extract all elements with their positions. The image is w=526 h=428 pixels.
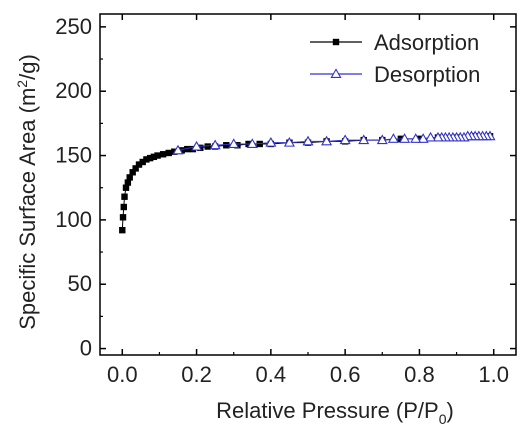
x-axis-title: Relative Pressure (P/P0) bbox=[216, 398, 454, 427]
x-tick-label: 1.0 bbox=[478, 362, 509, 387]
data-point-adsorption bbox=[124, 179, 132, 186]
x-tick-label: 0.2 bbox=[181, 362, 212, 387]
data-point-desorption bbox=[425, 131, 437, 142]
legend: Adsorption Desorption bbox=[310, 30, 480, 87]
x-tick-label: 0.8 bbox=[404, 362, 435, 387]
plot-frame bbox=[99, 13, 517, 356]
data-point-desorption bbox=[417, 133, 429, 143]
data-point-desorption bbox=[432, 131, 444, 142]
data-point-adsorption bbox=[150, 153, 158, 161]
data-point-desorption bbox=[209, 139, 221, 150]
data-point-desorption bbox=[321, 135, 333, 146]
data-point-desorption bbox=[358, 134, 370, 145]
y-tick-label: 50 bbox=[68, 271, 92, 296]
y-axis-title-tail: /g) bbox=[15, 54, 40, 80]
y-tick-label: 100 bbox=[55, 207, 92, 232]
y-axis-title-group: Specific Surface Area (m2/g) bbox=[14, 54, 40, 330]
legend-label: Desorption bbox=[374, 62, 480, 87]
data-point-adsorption bbox=[154, 152, 161, 159]
y-tick-label: 150 bbox=[55, 143, 92, 168]
y-axis-title-main: Specific Surface Area (m bbox=[15, 88, 40, 330]
data-point-desorption bbox=[265, 136, 277, 147]
legend-marker bbox=[332, 38, 340, 46]
data-point-adsorption bbox=[121, 193, 128, 200]
y-axis-title-superscript: 2 bbox=[14, 80, 30, 88]
data-point-desorption bbox=[302, 135, 314, 146]
data-point-adsorption bbox=[122, 184, 130, 191]
data-point-adsorption bbox=[126, 174, 133, 181]
data-point-desorption bbox=[283, 136, 295, 147]
data-point-desorption bbox=[228, 138, 240, 148]
data-point-adsorption bbox=[143, 156, 150, 163]
x-tick-label: 0.6 bbox=[330, 362, 361, 387]
data-point-adsorption bbox=[165, 149, 172, 157]
axis-ticks: 0.0 0.2 0.4 0.6 0.8 1.0 0 50 100 150 200 250 bbox=[55, 14, 516, 387]
data-point-adsorption bbox=[119, 214, 127, 221]
data-point-adsorption bbox=[146, 154, 154, 162]
y-tick-label: 250 bbox=[55, 14, 92, 39]
data-point-desorption bbox=[399, 133, 411, 143]
data-point-desorption bbox=[410, 133, 422, 143]
legend-marker bbox=[330, 68, 342, 78]
data-point-adsorption bbox=[132, 165, 139, 172]
x-axis-title-main: Relative Pressure (P/P bbox=[216, 398, 439, 423]
y-tick-label: 200 bbox=[55, 78, 92, 103]
data-point-adsorption bbox=[223, 142, 230, 149]
data-point-desorption bbox=[246, 138, 258, 148]
data-point-adsorption bbox=[119, 226, 126, 234]
legend-label: Adsorption bbox=[374, 30, 479, 55]
data-point-desorption bbox=[339, 134, 351, 145]
data-point-adsorption bbox=[135, 161, 143, 168]
y-tick-label: 0 bbox=[80, 336, 92, 361]
data-point-desorption bbox=[387, 133, 399, 143]
data-point-desorption bbox=[191, 140, 203, 151]
data-point-desorption bbox=[376, 134, 388, 145]
data-point-adsorption bbox=[159, 151, 167, 158]
data-point-adsorption bbox=[139, 158, 146, 166]
y-axis-title: Specific Surface Area (m2/g) bbox=[14, 54, 40, 330]
data-point-adsorption bbox=[184, 145, 191, 153]
x-tick-label: 0.0 bbox=[107, 362, 138, 387]
series-layer bbox=[119, 130, 496, 234]
data-point-adsorption bbox=[120, 203, 127, 211]
data-point-adsorption bbox=[256, 140, 263, 148]
data-point-adsorption bbox=[129, 169, 136, 176]
data-point-adsorption bbox=[204, 143, 211, 150]
data-point-adsorption bbox=[178, 147, 185, 154]
data-point-desorption bbox=[172, 144, 184, 155]
x-tick-label: 0.4 bbox=[256, 362, 287, 387]
x-axis-title-tail: ) bbox=[447, 398, 454, 423]
x-axis-title-subscript: 0 bbox=[439, 411, 447, 427]
